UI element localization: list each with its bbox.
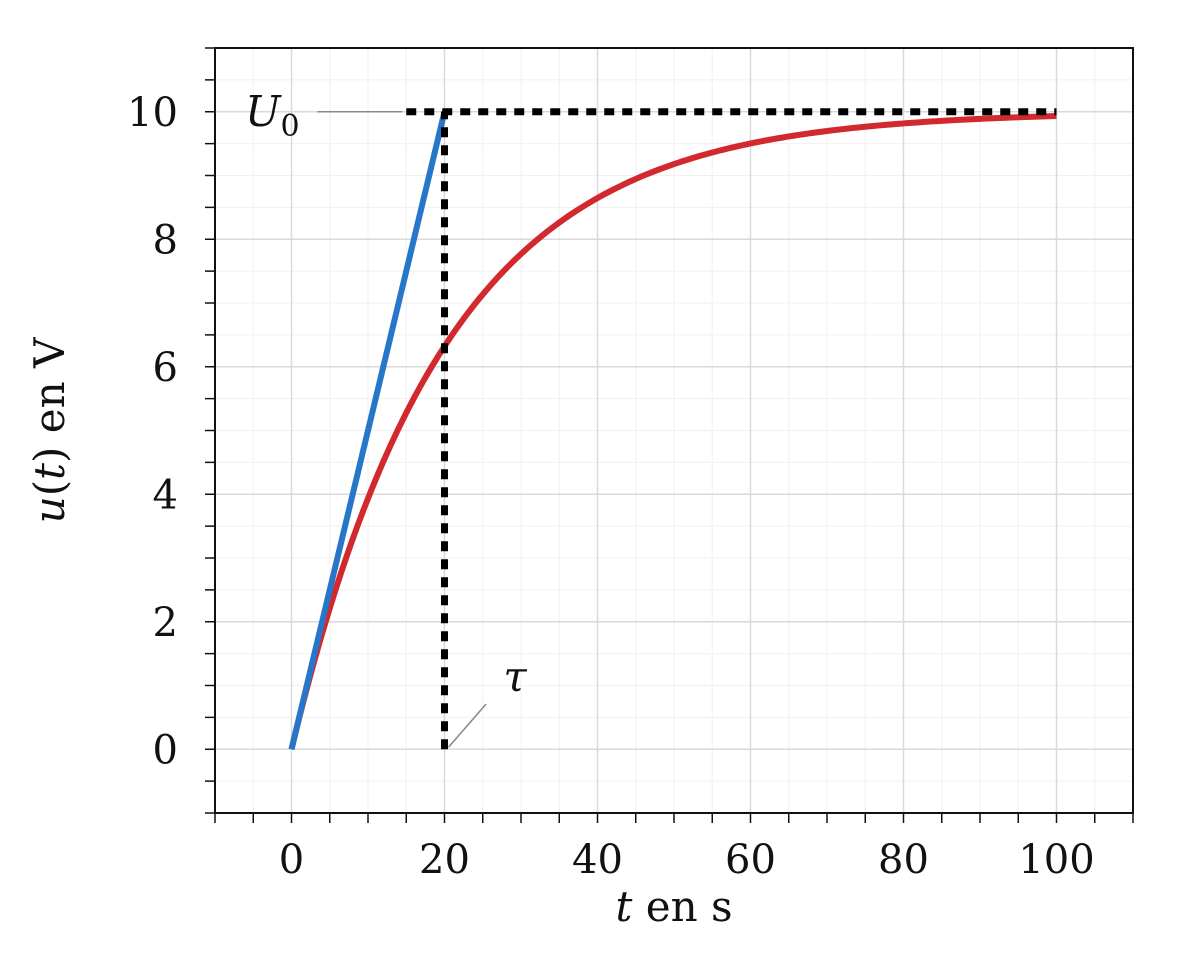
y-axis-label-close: ) — [25, 447, 74, 463]
tau-pointer-line — [447, 703, 487, 748]
y-tick-label: 2 — [153, 600, 178, 646]
x-axis-label-unit: en s — [632, 882, 732, 931]
x-tick-label: 0 — [279, 837, 304, 883]
y-axis-label: u(t) en V — [25, 337, 74, 523]
annotation-layer: U0 τ — [245, 87, 527, 748]
x-tick-label: 40 — [572, 837, 623, 883]
y-tick-label: 10 — [127, 90, 178, 136]
x-axis-label-var: t — [615, 882, 632, 931]
series-layer — [288, 108, 1057, 750]
x-tick-label: 60 — [725, 837, 776, 883]
y-tick-label: 6 — [153, 345, 178, 391]
tangent-line — [288, 111, 448, 750]
u0-annotation-sub: 0 — [281, 109, 300, 144]
x-tick-label: 80 — [878, 837, 929, 883]
y-tick-label: 4 — [153, 472, 178, 518]
x-axis-label: t en s — [615, 882, 732, 931]
x-tick-label: 20 — [419, 837, 470, 883]
y-axis-label-unit: en V — [25, 337, 74, 447]
y-tick-labels: 0 2 4 6 8 10 — [127, 90, 178, 774]
charge-curve — [288, 113, 1057, 750]
y-tick-label: 8 — [153, 217, 178, 263]
x-tick-labels: 0 20 40 60 80 100 — [279, 837, 1095, 883]
y-axis-label-arg: t — [25, 463, 74, 480]
y-tick-label: 0 — [153, 727, 178, 773]
u0-annotation-main: U — [245, 87, 282, 136]
tick-marks — [205, 47, 1134, 823]
x-tick-label: 100 — [1018, 837, 1094, 883]
y-axis-label-var: u — [25, 496, 74, 523]
tau-annotation: τ — [503, 652, 527, 701]
y-axis-label-open: ( — [25, 480, 74, 496]
u0-annotation: U0 — [245, 87, 300, 144]
